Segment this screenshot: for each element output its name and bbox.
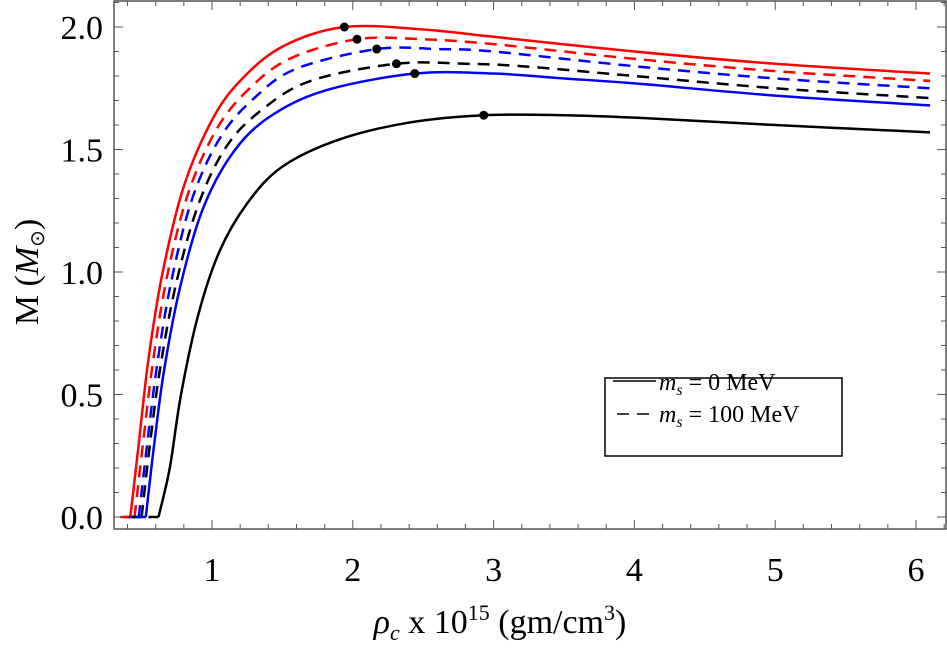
series-layer (120, 24, 931, 519)
x-tick-label: 5 (767, 552, 784, 589)
axes: 1 2 3 4 5 6 0.0 0.5 1.0 1.5 2.0 (61, 0, 947, 589)
legend-dashed-label: ms = 100 MeV (659, 402, 800, 431)
y-tick-label: 1.5 (61, 133, 104, 170)
y-tick-label: 0.0 (61, 500, 104, 537)
y-axis-label: M (M⊙) (9, 219, 49, 325)
x-tick-label: 1 (204, 552, 221, 589)
series-line-0 (129, 24, 931, 518)
series-line-3 (140, 61, 931, 518)
legend-solid-label: ms = 0 MeV (659, 370, 776, 399)
plot-frame (113, 0, 947, 530)
series-line-1 (133, 36, 931, 518)
y-tick-label: 1.0 (61, 255, 104, 292)
series-line-5 (157, 113, 931, 518)
x-axis-label: ρc x 1015 (gm/cm3) (373, 600, 627, 645)
legend: ms = 0 MeV ms = 100 MeV (604, 370, 843, 457)
max-point-marker (391, 59, 401, 69)
series-line-2 (137, 46, 931, 518)
x-tick-label: 6 (908, 552, 925, 589)
max-point-marker (352, 34, 362, 44)
series-line-4 (144, 70, 931, 518)
x-tick-label: 4 (626, 552, 643, 589)
max-point-marker (410, 69, 420, 79)
y-tick-label: 0.5 (61, 378, 104, 415)
x-tick-label: 2 (344, 552, 361, 589)
y-tick-label: 2.0 (61, 10, 104, 47)
max-mass-markers (339, 22, 489, 120)
legend-box (604, 377, 843, 457)
max-point-marker (339, 22, 349, 32)
max-point-marker (372, 44, 382, 54)
max-point-marker (479, 110, 489, 120)
x-tick-label: 3 (485, 552, 502, 589)
